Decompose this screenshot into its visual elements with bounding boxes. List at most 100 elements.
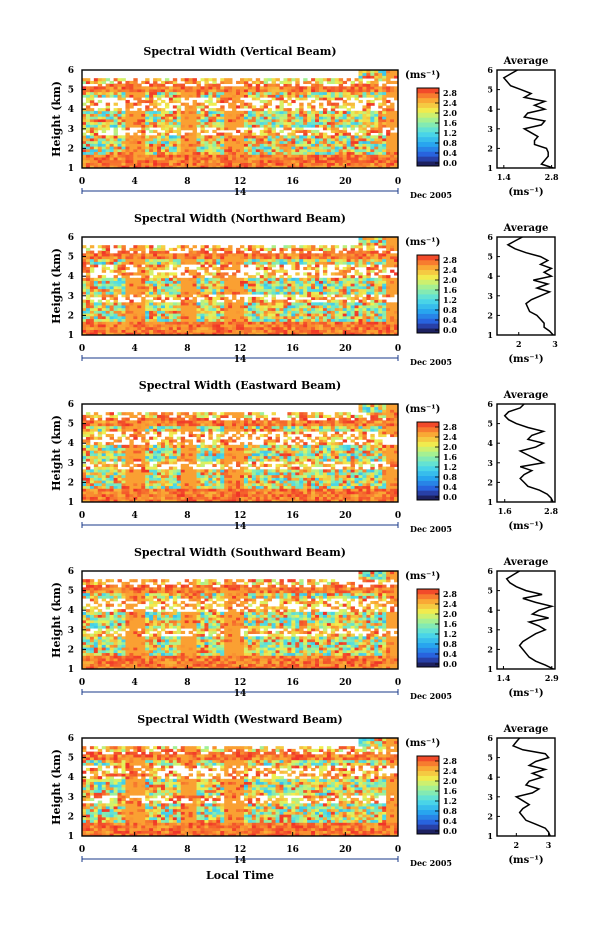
heatmap-cell xyxy=(105,127,111,131)
heatmap-cell xyxy=(390,280,395,284)
heatmap-cell xyxy=(334,307,340,311)
heatmap-cell xyxy=(374,324,379,328)
heatmap-cell xyxy=(247,253,253,257)
panel-title: Spectral Width (Vertical Beam) xyxy=(143,45,336,58)
heatmap-cell xyxy=(247,78,253,82)
heatmap-cell xyxy=(338,94,344,98)
heatmap-cell xyxy=(145,121,150,125)
heatmap-cell xyxy=(390,332,395,336)
heatmap-cell xyxy=(362,261,367,265)
heatmap-cell xyxy=(105,412,111,416)
heatmap-cell xyxy=(176,99,182,104)
heatmap-cell xyxy=(386,113,391,117)
heatmap-cell xyxy=(366,165,371,169)
heatmap-cell xyxy=(192,305,197,309)
heatmap-cell xyxy=(382,264,387,268)
heatmap-cell xyxy=(109,436,114,440)
heatmap-cell xyxy=(200,146,205,150)
heatmap-cell xyxy=(390,313,395,317)
heatmap-cell xyxy=(93,143,99,147)
heatmap-cell xyxy=(322,108,328,112)
heatmap-cell xyxy=(287,110,292,114)
heatmap-cell xyxy=(283,277,288,281)
heatmap-cell xyxy=(350,253,355,257)
heatmap-cell xyxy=(259,86,265,90)
heatmap-cell xyxy=(251,258,257,262)
heatmap-cell xyxy=(89,433,95,438)
heatmap-cell xyxy=(390,75,395,79)
heatmap-cell xyxy=(192,146,197,150)
heatmap-cell xyxy=(113,275,118,279)
heatmap-cell xyxy=(172,277,178,281)
heatmap-cell xyxy=(149,299,154,303)
heatmap-cell xyxy=(224,261,229,265)
heatmap-cell xyxy=(232,326,237,330)
heatmap-cell xyxy=(382,89,387,93)
heatmap-cell xyxy=(319,277,324,281)
heatmap-cell xyxy=(141,275,146,279)
heatmap-cell xyxy=(153,80,158,85)
colorbar-band xyxy=(417,122,439,128)
heatmap-cell xyxy=(129,113,134,117)
heatmap-cell xyxy=(212,78,217,82)
heatmap-cell xyxy=(287,86,292,90)
heatmap-cell xyxy=(287,97,292,101)
heatmap-cell xyxy=(263,291,269,295)
heatmap-cell xyxy=(390,291,395,295)
heatmap-cell xyxy=(117,272,122,276)
heatmap-cell xyxy=(192,288,197,292)
heatmap-cell xyxy=(161,283,166,287)
heatmap-cell xyxy=(113,305,118,309)
heatmap-cell xyxy=(326,286,332,290)
heatmap-cell xyxy=(113,143,118,147)
heatmap-cell xyxy=(275,119,280,123)
heatmap-cell xyxy=(267,286,272,290)
heatmap-cell xyxy=(145,256,150,260)
heatmap-cell xyxy=(236,324,241,328)
heatmap-cell xyxy=(255,264,261,268)
heatmap-cell xyxy=(394,143,399,147)
heatmap-cell xyxy=(149,307,154,311)
heatmap-cell xyxy=(105,102,111,106)
heatmap-cell xyxy=(93,453,99,457)
heatmap-cell xyxy=(232,154,237,158)
heatmap-cell xyxy=(82,439,87,443)
profile-y-tick-label: 6 xyxy=(487,65,493,75)
heatmap-cell xyxy=(224,99,229,104)
heatmap-cell xyxy=(271,307,276,311)
heatmap-cell xyxy=(109,288,114,292)
heatmap-cell xyxy=(326,151,332,155)
heatmap-cell xyxy=(133,310,138,314)
heatmap-cell xyxy=(295,94,300,98)
heatmap-cell xyxy=(315,302,320,306)
heatmap-cell xyxy=(129,157,134,161)
heatmap-cell xyxy=(338,143,344,147)
heatmap-cell xyxy=(212,247,217,252)
heatmap-cell xyxy=(125,291,130,295)
heatmap-cell xyxy=(283,313,288,317)
heatmap-cell xyxy=(141,302,146,306)
heatmap-cell xyxy=(240,146,245,150)
heatmap-cell xyxy=(97,436,103,440)
heatmap-cell xyxy=(228,313,233,317)
heatmap-cell xyxy=(267,288,272,292)
heatmap-cell xyxy=(228,110,233,114)
heatmap-cell xyxy=(382,326,387,330)
heatmap-cell xyxy=(338,151,344,155)
heatmap-cell xyxy=(346,305,351,309)
heatmap-cell xyxy=(216,140,221,144)
heatmap-cell xyxy=(109,113,114,117)
heatmap-cell xyxy=(216,283,221,287)
heatmap-cell xyxy=(370,286,375,290)
heatmap-cell xyxy=(338,277,344,281)
heatmap-cell xyxy=(188,148,193,153)
heatmap-cell xyxy=(105,291,111,295)
heatmap-cell xyxy=(362,148,367,153)
heatmap-cell xyxy=(307,324,312,328)
heatmap-cell xyxy=(299,140,304,144)
heatmap-cell xyxy=(161,154,166,158)
heatmap-cell xyxy=(105,472,111,476)
heatmap-cell xyxy=(172,91,178,95)
heatmap-cell xyxy=(204,140,209,144)
heatmap-cell xyxy=(188,140,193,144)
